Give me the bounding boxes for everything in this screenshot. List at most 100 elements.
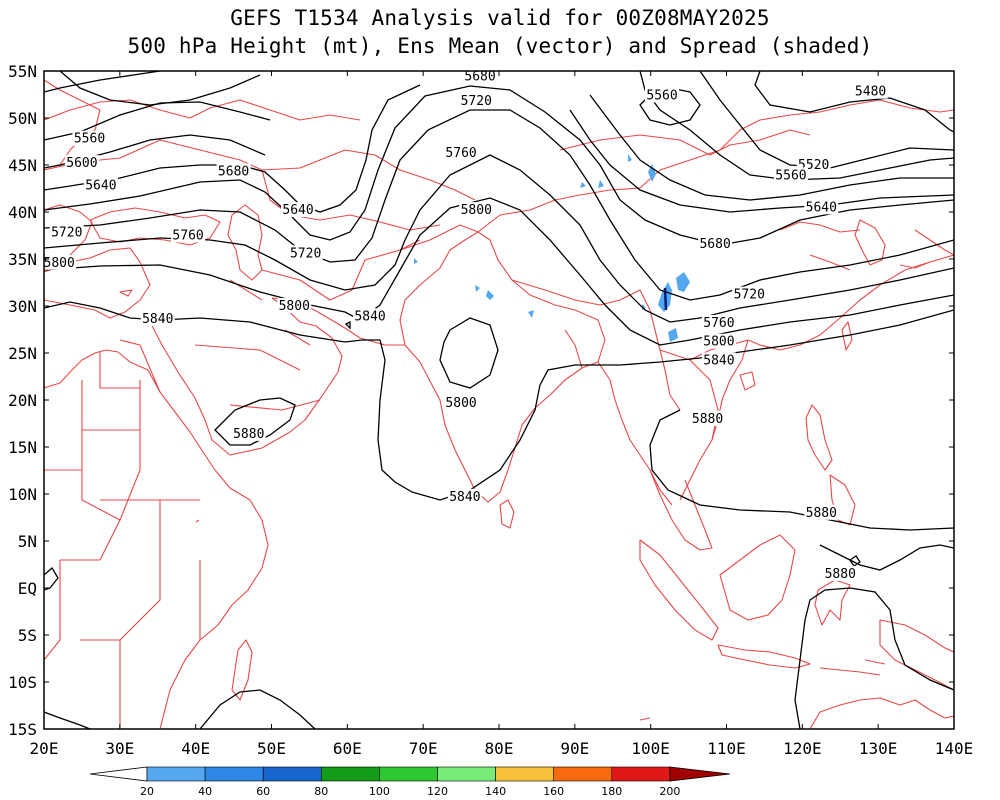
contour-label: 5480 bbox=[855, 85, 886, 100]
contour-label: 5800 bbox=[461, 203, 492, 218]
colorbar-label: 120 bbox=[427, 785, 448, 798]
contour-label: 5760 bbox=[445, 146, 476, 161]
africa-border-1 bbox=[60, 380, 201, 641]
contour-label: 5800 bbox=[703, 335, 734, 350]
lat-tick-label: 20N bbox=[8, 391, 37, 410]
lat-tick-label: 5N bbox=[18, 532, 37, 551]
contour-labels: 5680572057605800556056005640568056405720… bbox=[44, 71, 888, 582]
contour-5880-phil bbox=[819, 544, 954, 571]
colorbar-label: 200 bbox=[659, 785, 680, 798]
contour-5880-arabia bbox=[214, 397, 296, 446]
colorbar-left-arrow bbox=[89, 766, 148, 782]
small-islands bbox=[119, 289, 651, 721]
contour-label: 5640 bbox=[806, 200, 837, 215]
myanmar-coast bbox=[597, 361, 673, 506]
lon-tick-label: 40E bbox=[181, 739, 210, 758]
sumatra bbox=[639, 539, 719, 641]
afghan-border bbox=[399, 224, 479, 251]
contour-label-bg bbox=[804, 504, 839, 520]
contour-label: 5800 bbox=[44, 256, 75, 271]
lon-tick-label: 50E bbox=[257, 739, 286, 758]
lat-tick-label: 40N bbox=[8, 203, 37, 222]
contour-label: 5840 bbox=[703, 354, 734, 369]
latitude-labels: 55N 50N 45N 40N 35N 30N 25N 20N 15N 10N 5N EQ 5S 10S 1… bbox=[8, 62, 37, 739]
contour-label-bg bbox=[171, 227, 206, 243]
contour-label-bg bbox=[459, 202, 494, 218]
pakistan-border bbox=[399, 231, 576, 346]
contour-5600-west bbox=[44, 134, 266, 169]
contour-5800-india bbox=[439, 317, 499, 389]
nepal-bhutan bbox=[511, 279, 641, 306]
contour-label: 5880 bbox=[806, 506, 837, 521]
colorbar-right-arrow bbox=[669, 766, 731, 782]
colorbar-segment bbox=[146, 766, 206, 782]
africa-border-2 bbox=[44, 469, 121, 729]
contour-label: 5560 bbox=[74, 132, 105, 147]
contour-5640-east bbox=[569, 109, 954, 213]
contour-5840 bbox=[44, 301, 954, 501]
contour-label: 5760 bbox=[703, 316, 734, 331]
lon-tick-label: 90E bbox=[560, 739, 589, 758]
colorbar-segment bbox=[204, 766, 264, 782]
australia-north bbox=[809, 697, 954, 729]
contour-label-bg bbox=[447, 488, 482, 504]
contour-label-bg bbox=[645, 87, 680, 103]
contour-label: 5880 bbox=[825, 567, 856, 582]
egypt-coast bbox=[99, 339, 161, 393]
contour-label-bg bbox=[288, 245, 323, 261]
contour-label-bg bbox=[83, 177, 118, 193]
india-coast bbox=[404, 344, 599, 503]
colorbar-label: 160 bbox=[543, 785, 564, 798]
contour-5640-west bbox=[44, 84, 421, 213]
contour-label-bg bbox=[444, 394, 479, 410]
africa-coast bbox=[44, 349, 269, 729]
spread-colorbar: 20 40 60 80 100 120 140 160 180 200 bbox=[89, 766, 731, 798]
contour-label: 5640 bbox=[282, 203, 313, 218]
lon-tick-label: 30E bbox=[105, 739, 134, 758]
contour-bottom-mid bbox=[199, 689, 316, 729]
russia-north bbox=[44, 99, 361, 121]
contour-label-bg bbox=[823, 565, 858, 581]
colorbar-label: 40 bbox=[198, 785, 212, 798]
java bbox=[717, 644, 811, 669]
lat-tick-label: 30N bbox=[8, 297, 37, 316]
longitude-labels: 20E 30E 40E 50E 60E 70E 80E 90E 100E 110E 120E 130E… bbox=[30, 739, 974, 758]
contour-5600 bbox=[589, 94, 954, 201]
bangladesh bbox=[564, 309, 606, 369]
japan bbox=[899, 229, 954, 269]
borneo bbox=[719, 534, 796, 621]
contour-label: 5720 bbox=[734, 288, 765, 303]
contour-label: 5680 bbox=[699, 237, 730, 252]
contour-label-bg bbox=[459, 93, 494, 109]
contour-label: 5760 bbox=[172, 229, 203, 244]
contour-label-bg bbox=[773, 167, 808, 183]
lon-tick-label: 60E bbox=[333, 739, 362, 758]
colorbar-segment bbox=[495, 766, 555, 782]
contour-label: 5640 bbox=[85, 179, 116, 194]
hainan bbox=[739, 371, 756, 391]
lat-tick-label: 5S bbox=[18, 626, 37, 645]
china-borders bbox=[639, 99, 954, 189]
lon-tick-label: 110E bbox=[707, 739, 746, 758]
lat-tick-label: 25N bbox=[8, 344, 37, 363]
caspian bbox=[227, 204, 263, 281]
contour-label-bg bbox=[44, 254, 77, 270]
contour-5480 bbox=[754, 71, 954, 133]
contour-5560 bbox=[639, 71, 954, 181]
contour-label-bg bbox=[853, 83, 888, 99]
colorbar-label: 180 bbox=[601, 785, 622, 798]
contour-label: 5680 bbox=[218, 165, 249, 180]
contour-label: 5560 bbox=[775, 168, 806, 183]
contour-label-bg bbox=[216, 163, 251, 179]
lon-tick-label: 120E bbox=[783, 739, 822, 758]
contour-label: 5800 bbox=[445, 396, 476, 411]
new-guinea bbox=[879, 619, 954, 691]
contour-label-bg bbox=[140, 311, 175, 327]
contour-label-bg bbox=[281, 202, 316, 218]
colorbar-segment bbox=[553, 766, 613, 782]
contour-label-bg bbox=[72, 130, 107, 146]
lon-tick-label: 80E bbox=[485, 739, 514, 758]
contour-label: 5600 bbox=[66, 156, 97, 171]
korea bbox=[854, 219, 886, 266]
lat-tick-label: 10S bbox=[8, 673, 37, 692]
